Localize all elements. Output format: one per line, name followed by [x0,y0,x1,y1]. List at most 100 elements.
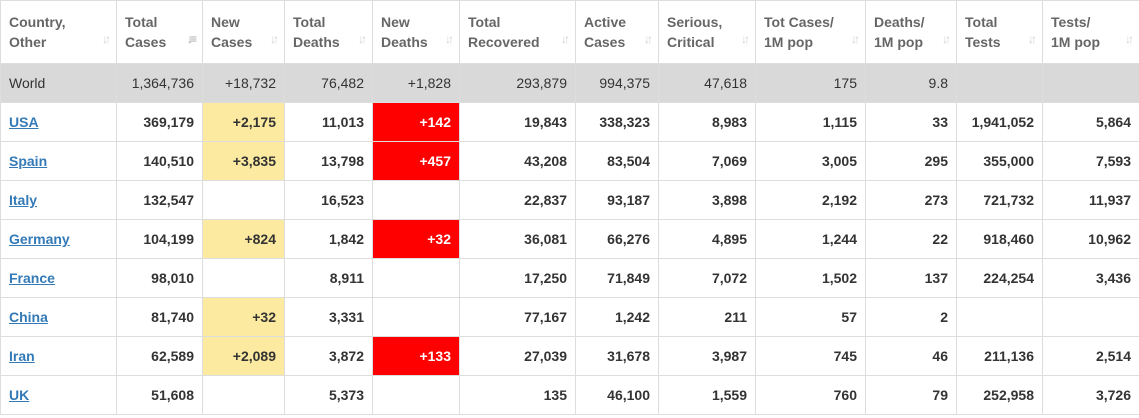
header-country-other[interactable]: Country, Other ↓↑ [0,0,117,64]
cell-serious-critical: 7,072 [658,258,756,298]
header-total-tests[interactable]: Total Tests ↓↑ [956,0,1043,64]
cell-deaths-per-1m: 273 [865,180,957,220]
country-link[interactable]: Spain [9,153,48,169]
cell-new-deaths: +142 [372,102,460,142]
cell-active-cases: 31,678 [575,336,659,376]
cell-total-tests: 721,732 [956,180,1043,220]
header-label-line1: Active [584,14,627,30]
header-label-line1: Country, [9,14,66,30]
cell-tot-cases-per-1m: 3,005 [755,141,866,181]
country-row: USA 369,179 +2,175 11,013 +142 19,843 338,323 8… [0,102,1139,142]
cell-deaths-per-1m: 79 [865,375,957,415]
cell-total-recovered: 293,879 [459,63,576,103]
cell-total-cases: 62,589 [116,336,203,376]
cell-country-other: Italy [0,180,117,220]
header-serious-critical[interactable]: Serious, Critical ↓↑ [658,0,756,64]
header-label-line2: Recovered [468,34,540,50]
cell-total-cases: 1,364,736 [116,63,203,103]
cell-tot-cases-per-1m: 1,115 [755,102,866,142]
sort-icon[interactable]: ↓↑ [851,32,860,46]
header-label: Serious, Critical [667,12,740,52]
header-row: Country, Other ↓↑ Total Cases ↓≡ New Cases ↓↑ Tot… [0,0,1139,64]
header-tests-per-1m[interactable]: Tests/1M pop ↓↑ [1042,0,1139,64]
sort-icon[interactable]: ↓↑ [942,32,951,46]
cell-active-cases: 83,504 [575,141,659,181]
cell-new-cases: +2,089 [202,336,285,376]
country-row: China 81,740 +32 3,331 77,167 1,242 211 57 2 [0,297,1139,337]
cell-total-deaths: 16,523 [284,180,373,220]
header-label-line1: Total [468,14,501,30]
sort-icon[interactable]: ↓↑ [561,32,570,46]
cell-new-cases: +824 [202,219,285,259]
cell-deaths-per-1m: 137 [865,258,957,298]
cell-tests-per-1m [1042,63,1139,103]
header-label-line1: New [381,14,410,30]
cell-new-deaths: +457 [372,141,460,181]
country-row: France 98,010 8,911 17,250 71,849 7,072 1,502 1… [0,258,1139,298]
sort-icon[interactable]: ↓↑ [358,32,367,46]
country-link[interactable]: UK [9,387,30,403]
cell-total-tests: 355,000 [956,141,1043,181]
header-label: Total Deaths [293,12,358,52]
country-link[interactable]: China [9,309,48,325]
cell-total-tests: 224,254 [956,258,1043,298]
sort-icon[interactable]: ↓↑ [445,32,454,46]
cell-total-deaths: 3,331 [284,297,373,337]
header-label: Country, Other [9,12,84,52]
cell-country-other: Spain [0,141,117,181]
cell-total-tests: 252,958 [956,375,1043,415]
header-label-line2: 1M pop [874,34,923,50]
header-label-line1: New [211,14,240,30]
sort-desc-icon[interactable]: ↓≡ [186,32,197,46]
cell-total-recovered: 36,081 [459,219,576,259]
cell-new-cases [202,258,285,298]
country-row: UK 51,608 5,373 135 46,100 1,559 760 79 252,958 3… [0,375,1139,415]
cell-tests-per-1m: 7,593 [1042,141,1139,181]
country-link[interactable]: USA [9,114,39,130]
header-new-cases[interactable]: New Cases ↓↑ [202,0,285,64]
sort-icon[interactable]: ↓↑ [644,32,653,46]
cell-tot-cases-per-1m: 745 [755,336,866,376]
header-label-line1: Deaths/ [874,14,925,30]
header-total-deaths[interactable]: Total Deaths ↓↑ [284,0,373,64]
cell-new-cases: +2,175 [202,102,285,142]
sort-icon[interactable]: ↓↑ [741,32,750,46]
cell-total-deaths: 76,482 [284,63,373,103]
header-label-line1: Tot Cases/ [764,14,834,30]
sort-icon[interactable]: ↓↑ [102,32,111,46]
cell-serious-critical: 4,895 [658,219,756,259]
cell-tests-per-1m: 10,962 [1042,219,1139,259]
header-label-line2: 1M pop [1051,34,1100,50]
header-deaths-per-1m[interactable]: Deaths/1M pop ↓↑ [865,0,957,64]
cell-new-deaths: +32 [372,219,460,259]
cell-active-cases: 1,242 [575,297,659,337]
header-new-deaths[interactable]: New Deaths ↓↑ [372,0,460,64]
header-tot-cases-per-1m[interactable]: Tot Cases/1M pop ↓↑ [755,0,866,64]
cell-country-other: France [0,258,117,298]
header-active-cases[interactable]: Active Cases ↓↑ [575,0,659,64]
header-label-line2: Other [9,34,47,50]
cell-country-other: UK [0,375,117,415]
cell-total-cases: 51,608 [116,375,203,415]
header-label-line2: Deaths [381,34,428,50]
sort-icon[interactable]: ↓↑ [1125,32,1134,46]
country-link[interactable]: Germany [9,231,70,247]
country-link[interactable]: Iran [9,348,35,364]
header-label: Active Cases [584,12,644,52]
country-row: Iran 62,589 +2,089 3,872 +133 27,039 31,678 3,9… [0,336,1139,376]
cell-deaths-per-1m: 46 [865,336,957,376]
cell-tot-cases-per-1m: 2,192 [755,180,866,220]
country-link[interactable]: France [9,270,55,286]
header-label: New Cases [211,12,270,52]
header-label-line2: Cases [125,34,167,50]
cell-deaths-per-1m: 22 [865,219,957,259]
sort-icon[interactable]: ↓↑ [1028,32,1037,46]
header-total-recovered[interactable]: Total Recovered ↓↑ [459,0,576,64]
cell-total-tests [956,63,1043,103]
country-link[interactable]: Italy [9,192,38,208]
cell-deaths-per-1m: 2 [865,297,957,337]
country-row: Spain 140,510 +3,835 13,798 +457 43,208 83,504… [0,141,1139,181]
sort-icon[interactable]: ↓↑ [270,32,279,46]
header-total-cases[interactable]: Total Cases ↓≡ [116,0,203,64]
country-row: Germany 104,199 +824 1,842 +32 36,081 66,276 4,… [0,219,1139,259]
